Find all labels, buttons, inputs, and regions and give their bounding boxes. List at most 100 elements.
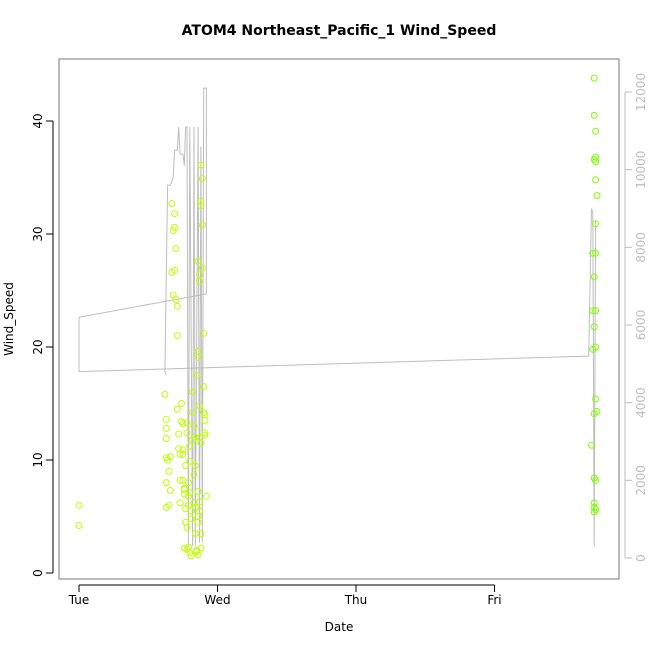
data-point [171, 223, 179, 231]
data-point [180, 485, 188, 493]
data-point [171, 266, 179, 274]
data-point [193, 371, 201, 379]
data-point [592, 158, 600, 166]
data-point [179, 420, 187, 428]
data-point [173, 332, 181, 340]
data-point [171, 210, 179, 218]
data-point [196, 433, 203, 441]
y2-tick-label: 2000 [634, 465, 648, 496]
data-point [162, 435, 170, 442]
data-point [172, 245, 180, 253]
data-point [183, 429, 191, 437]
x-tick-label: Fri [487, 593, 501, 607]
x-axis-label: Date [325, 620, 354, 634]
data-point [186, 442, 194, 450]
data-point [182, 518, 190, 526]
data-point [592, 176, 600, 184]
data-point [201, 429, 209, 437]
data-point [172, 296, 180, 303]
data-point [176, 476, 184, 484]
y2-tick-label: 0 [634, 554, 648, 562]
data-point [193, 548, 201, 555]
y-tick-label: 10 [31, 452, 45, 467]
data-point [196, 498, 203, 506]
data-point [182, 462, 190, 470]
data-point [197, 197, 205, 205]
data-point [593, 192, 601, 200]
x-tick-label: Wed [204, 593, 230, 607]
data-point [190, 422, 198, 430]
data-point [178, 400, 185, 407]
data-point [184, 479, 192, 487]
data-point [197, 544, 205, 552]
data-point [190, 471, 198, 479]
data-point [183, 419, 191, 427]
y2-axis: 0 2000 4000 6000 8000 10000 12000 [624, 73, 648, 562]
y-axis: 0 10 20 30 40 [31, 113, 54, 577]
data-point [176, 499, 184, 507]
y-tick-label: 30 [31, 226, 45, 241]
data-point [173, 405, 181, 413]
data-point [590, 323, 598, 331]
data-point [196, 278, 203, 285]
y2-tick-label: 8000 [634, 232, 648, 263]
x-tick-label: Tue [68, 593, 90, 607]
data-point [75, 522, 83, 529]
data-point [194, 518, 202, 526]
secondary-lines [78, 87, 597, 547]
x-tick-label: Thu [344, 593, 368, 607]
y2-tick-label: 4000 [634, 387, 648, 418]
data-point [589, 307, 597, 315]
data-point [592, 307, 600, 315]
y-axis-label: Wind_Speed [2, 282, 16, 356]
data-point [175, 445, 183, 453]
data-point [169, 291, 177, 299]
data-point [592, 476, 600, 484]
data-point [197, 530, 205, 537]
data-point [166, 453, 174, 461]
x-axis: Tue Wed Thu Fri [68, 584, 502, 607]
data-point [191, 504, 199, 511]
data-point [593, 407, 601, 415]
data-point [197, 202, 205, 210]
plot-box [58, 58, 620, 580]
data-point [196, 271, 203, 279]
data-point [590, 499, 598, 507]
secondary-line-1 [78, 87, 207, 547]
y-tick-label: 40 [31, 113, 45, 128]
secondary-line-0 [78, 208, 597, 547]
data-point [165, 467, 173, 475]
y2-tick-label: 6000 [634, 310, 648, 341]
data-point [162, 479, 170, 487]
data-point [186, 457, 194, 465]
data-point [592, 153, 600, 161]
data-point [590, 74, 598, 82]
data-point [592, 506, 600, 514]
data-point [187, 552, 195, 560]
y2-tick-label: 12000 [634, 73, 648, 111]
y-tick-label: 20 [31, 339, 45, 354]
chart-title: ATOM4 Northeast_Pacific_1 Wind_Speed [182, 23, 497, 39]
data-point [194, 551, 202, 559]
data-point [194, 353, 202, 361]
data-point [198, 264, 206, 272]
data-point [186, 489, 194, 497]
data-point [179, 450, 187, 458]
data-point [183, 524, 191, 532]
data-point [189, 436, 197, 444]
data-point [191, 462, 199, 470]
data-point [75, 501, 83, 509]
data-point [173, 302, 181, 310]
data-point [186, 549, 194, 557]
data-points [75, 74, 601, 560]
data-point [194, 488, 202, 496]
data-point [175, 430, 183, 438]
data-point [187, 507, 195, 515]
data-point [189, 388, 197, 396]
data-point [592, 220, 600, 228]
data-point [588, 441, 595, 449]
data-point [197, 161, 205, 169]
data-point [589, 249, 597, 257]
data-point [166, 487, 174, 494]
